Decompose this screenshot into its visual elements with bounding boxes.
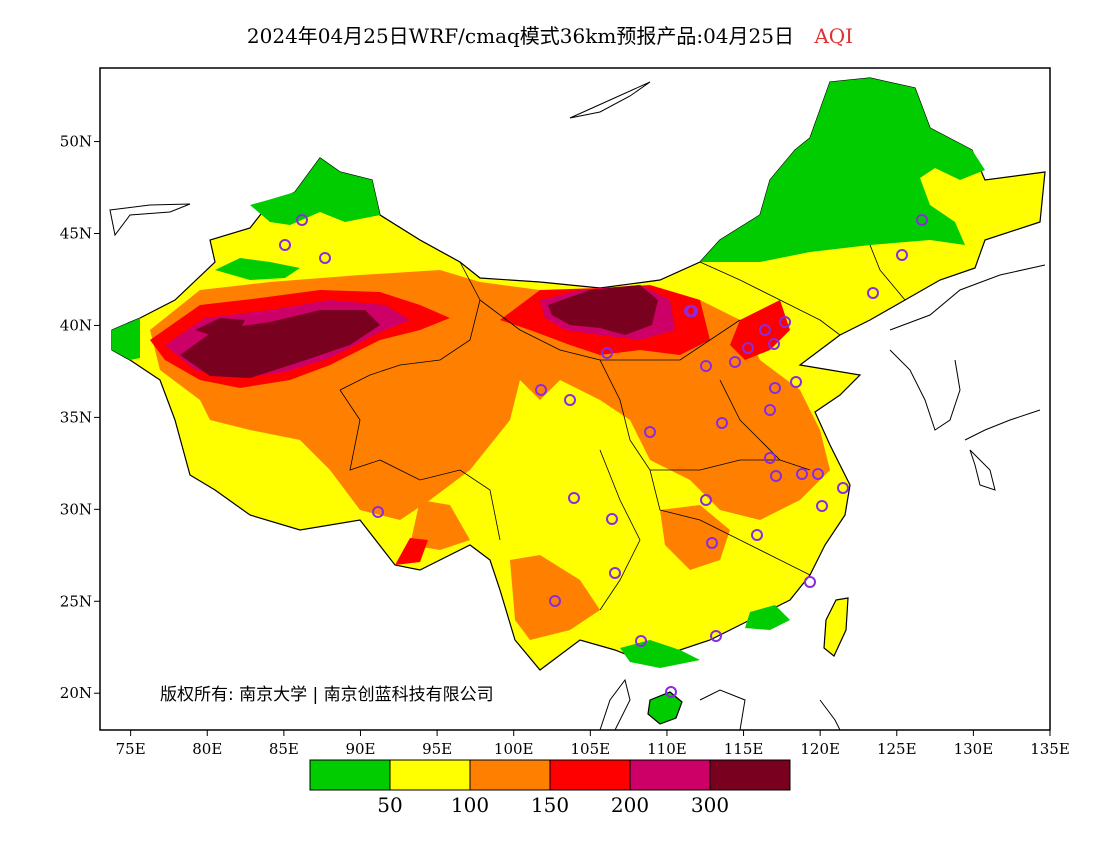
aqi-zone-good-south [620,640,700,668]
station-marker [837,482,849,494]
aqi-zone-good-northwest [250,158,380,225]
station-marker [751,529,763,541]
x-axis: 75E 80E 85E 90E 95E 100E 105E 110E 115E 120E 125E 1… [116,730,1070,758]
station-marker [779,316,791,328]
x-tick-label: 80E [192,740,222,758]
legend-label: 150 [531,793,569,817]
station-marker [867,287,879,299]
station-marker [916,214,928,226]
station-marker [796,468,808,480]
legend-swatch [469,759,551,791]
station-marker [812,468,824,480]
aqi-zone-good-southeast [745,605,790,630]
station-marker [759,324,771,336]
taiwan-island [823,597,849,657]
x-tick-label: 120E [800,740,840,758]
y-tick-label: 50N [60,133,92,151]
legend-label: 300 [691,793,729,817]
station-marker [279,239,291,251]
station-marker [816,500,828,512]
aqi-zone-good-far-west [112,318,140,360]
aqi-zone-hazardous-inner-mongolia [548,285,658,335]
legend-swatch [309,759,391,791]
legend-label: 100 [451,793,489,817]
x-tick-label: 95E [422,740,452,758]
y-tick-label: 45N [60,225,92,243]
y-tick-label: 35N [60,408,92,426]
x-tick-label: 115E [724,740,764,758]
hainan-island [647,691,683,725]
station-marker [896,249,908,261]
x-tick-label: 135E [1030,740,1070,758]
station-marker [535,384,547,396]
station-marker [635,635,647,647]
station-marker [568,492,580,504]
station-marker [686,305,698,317]
legend-swatch [549,759,631,791]
station-marker [606,513,618,525]
x-tick-label: 130E [954,740,994,758]
legend-label: 50 [377,793,402,817]
aqi-zone-moderate-south [510,555,600,640]
station-marker [710,630,722,642]
x-tick-label: 75E [116,740,146,758]
station-marker [609,567,621,579]
title-pollutant: AQI [814,24,854,48]
neighbor-coastlines [109,81,1046,730]
station-marker [804,576,816,588]
station-marker [770,470,782,482]
station-marker [729,356,741,368]
aqi-zone-good-northeast [700,78,985,262]
station-marker [764,404,776,416]
map-frame [99,67,1051,731]
station-marker [700,360,712,372]
station-marker [790,376,802,388]
station-marker [601,347,613,359]
color-legend: 50 100 150 200 300 [309,759,791,817]
station-marker [716,417,728,429]
station-marker [644,426,656,438]
x-tick-label: 90E [345,740,375,758]
legend-swatch [389,759,471,791]
map-title: 2024年04月25日WRF/cmaq模式36km预报产品:04月25日 AQI [0,20,1100,49]
x-tick-label: 125E [877,740,917,758]
legend-label: 200 [611,793,649,817]
map-content [109,77,1046,730]
station-marker [768,338,780,350]
aqi-zone-hazardous-taklimakan [180,310,380,378]
legend-swatch [709,759,791,791]
x-tick-label: 110E [647,740,687,758]
y-tick-label: 20N [60,684,92,702]
x-tick-label: 105E [571,740,611,758]
y-tick-label: 30N [60,500,92,518]
station-marker [706,537,718,549]
station-marker [296,214,308,226]
station-marker [665,686,677,698]
province-borders [339,214,906,611]
y-axis: 20N 25N 30N 35N 40N 45N 50N [60,133,100,702]
station-marker [764,452,776,464]
aqi-zone-good-west [215,258,300,280]
station-marker [372,506,384,518]
aqi-zone-hazardous-taklimakan-north [195,318,245,335]
legend-swatch [629,759,711,791]
station-marker [742,342,754,354]
x-tick-label: 85E [269,740,299,758]
station-marker [549,595,561,607]
title-main: 2024年04月25日WRF/cmaq模式36km预报产品:04月25日 [246,24,794,48]
aqi-zone-moderate-tibet [410,500,470,550]
copyright-text: 版权所有: 南京大学 | 南京创蓝科技有限公司 [160,685,494,705]
station-markers [279,214,928,698]
y-tick-label: 25N [60,592,92,610]
aqi-zone-unhealthy-tibet [395,538,428,565]
station-marker [700,494,712,506]
station-marker [564,394,576,406]
station-marker [319,252,331,264]
x-tick-label: 100E [494,740,534,758]
station-marker [769,382,781,394]
y-tick-label: 40N [60,316,92,334]
aqi-zone-moderate-central-south [660,505,730,570]
